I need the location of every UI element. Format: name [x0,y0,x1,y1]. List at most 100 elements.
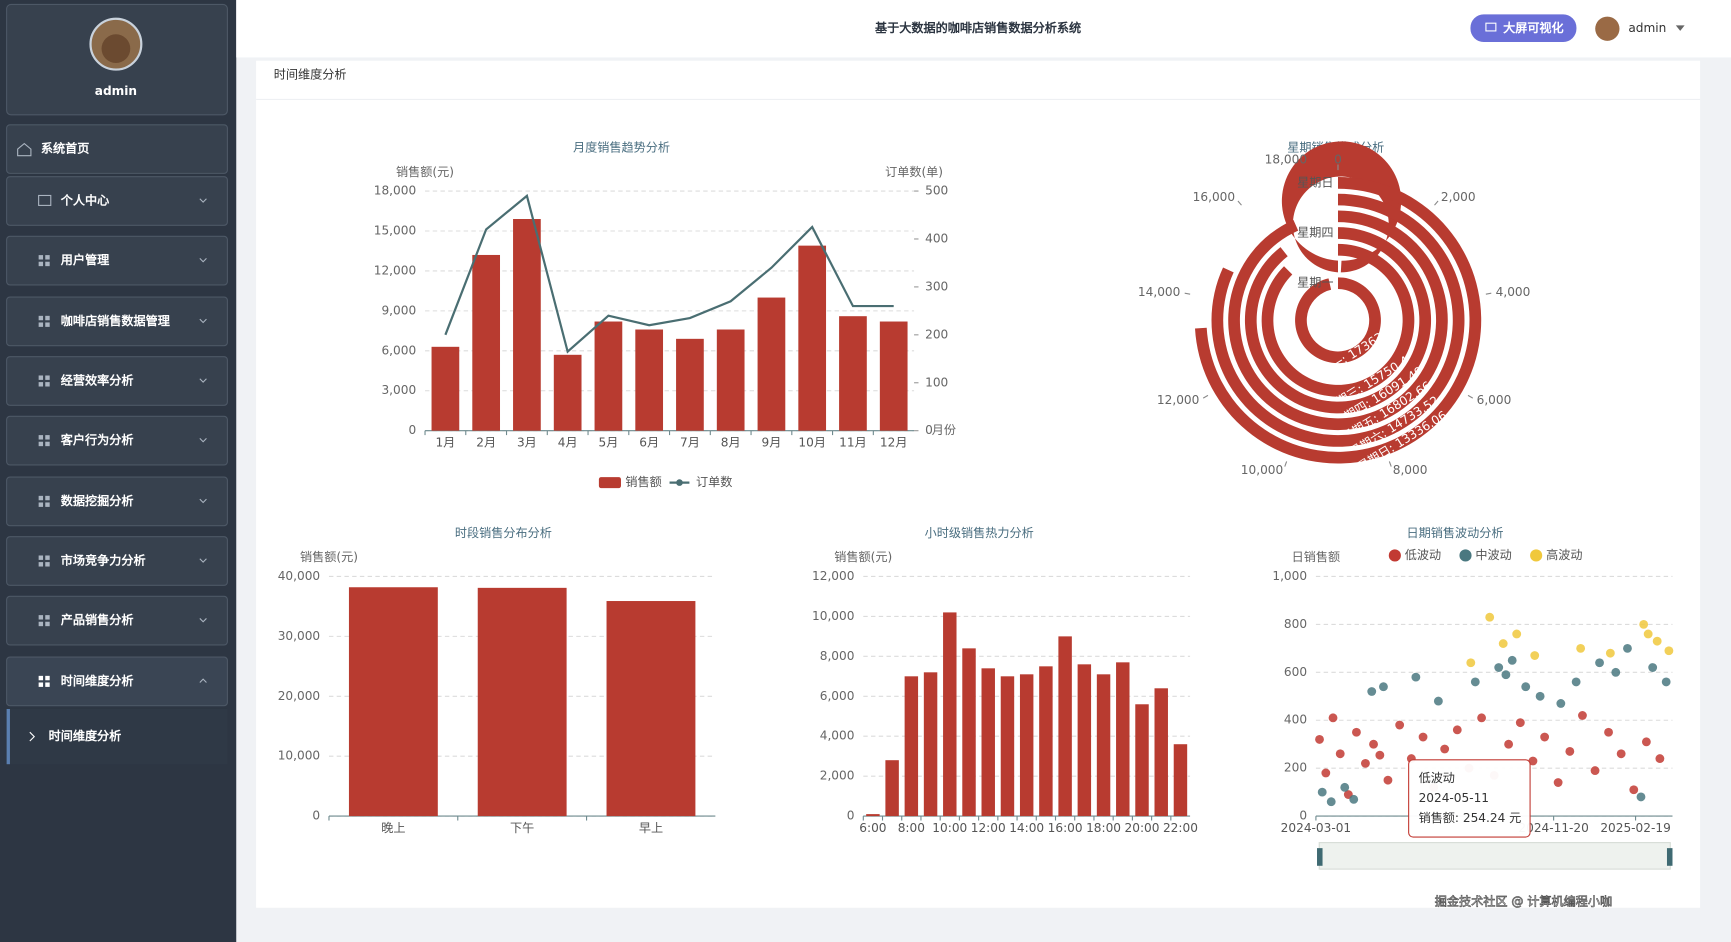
scatter-point[interactable] [1470,677,1480,687]
bar[interactable] [477,587,567,817]
scatter-point[interactable] [1655,754,1665,764]
scatter-point[interactable] [1664,646,1674,656]
scatter-point[interactable] [1652,636,1662,646]
scatter-point[interactable] [1321,768,1331,778]
menu-item[interactable] [6,415,228,466]
user-caret[interactable] [1675,25,1685,31]
scatter-point[interactable] [1595,658,1604,668]
scatter-point[interactable] [1418,732,1428,742]
scatter-point[interactable] [1375,750,1385,760]
scatter-point[interactable] [1521,682,1531,692]
zoom-handle[interactable] [1666,848,1673,866]
bar[interactable] [348,587,438,817]
bar[interactable] [962,648,976,817]
bar[interactable] [1135,704,1149,817]
menu-item[interactable] [6,656,228,707]
menu-label[interactable]: 市场竞争力分析 [61,553,146,568]
bar[interactable] [1096,674,1111,817]
scatter-point[interactable] [1578,711,1587,720]
scatter-point[interactable] [1540,732,1550,742]
scatter-point[interactable] [1494,663,1504,672]
legend-label[interactable]: 中波动 [1475,547,1511,562]
bar[interactable] [879,321,908,431]
bar[interactable] [866,814,880,817]
menu-label[interactable]: 个人中心 [60,192,110,207]
scatter-point[interactable] [1604,727,1613,737]
scatter-point[interactable] [1565,746,1575,756]
scatter-point[interactable] [1530,651,1540,660]
bar[interactable] [943,612,957,817]
scatter-point[interactable] [1379,682,1388,692]
menu-label[interactable]: 时间维度分析 [61,673,134,688]
scatter-point[interactable] [1315,735,1324,744]
bar[interactable] [594,321,623,431]
bar[interactable] [635,329,664,431]
scatter-point[interactable] [1507,655,1517,665]
menu-label[interactable]: 客户行为分析 [60,432,134,447]
scatter-point[interactable] [1605,648,1615,658]
menu-item[interactable] [6,235,228,286]
scatter-point[interactable] [1504,739,1514,749]
bar[interactable] [1039,666,1053,817]
scatter-point[interactable] [1648,663,1658,672]
bar[interactable] [553,354,582,431]
scatter-point[interactable] [1452,725,1462,735]
bar[interactable] [676,338,704,431]
scatter-point[interactable] [1661,677,1671,687]
scatter-point[interactable] [1383,775,1393,785]
scatter-point[interactable] [1485,612,1495,622]
menu-item[interactable] [6,176,228,226]
scatter-point[interactable] [1636,792,1646,802]
menu-label[interactable]: 数据挖掘分析 [61,493,134,508]
bar[interactable] [1154,688,1168,817]
menu-item[interactable] [6,124,228,174]
screen-button-label[interactable]: 大屏可视化 [1503,20,1564,35]
scatter-point[interactable] [1616,749,1626,759]
bar[interactable] [431,346,460,431]
menu-label[interactable]: 系统首页 [41,141,90,156]
scatter-point[interactable] [1571,677,1581,687]
bar[interactable] [839,316,867,431]
scatter-point[interactable] [1512,629,1522,639]
menu-label[interactable]: 产品销售分析 [61,612,134,627]
scatter-point[interactable] [1528,756,1538,766]
bar[interactable] [1000,676,1015,817]
bar[interactable] [716,329,745,431]
menu-label[interactable]: 咖啡店销售数据管理 [61,313,170,328]
scatter-point[interactable] [1326,797,1336,807]
menu-label[interactable]: 用户管理 [60,252,110,267]
bar[interactable] [798,245,827,431]
scatter-point[interactable] [1501,670,1511,680]
radial-bar[interactable] [1281,141,1402,273]
submenu-item[interactable] [6,708,228,765]
legend-label[interactable]: 订单数 [696,474,732,489]
bar[interactable] [1019,674,1034,817]
scatter-point[interactable] [1623,643,1632,653]
bar[interactable] [1173,744,1188,817]
scatter-point[interactable] [1629,785,1639,795]
bar[interactable] [513,219,541,431]
menu-item[interactable] [6,356,228,406]
scatter-point[interactable] [1440,744,1450,754]
scatter-point[interactable] [1466,658,1476,668]
scatter-point[interactable] [1335,749,1345,759]
menu-item[interactable] [6,476,228,527]
zoom-handle[interactable] [1317,848,1323,866]
scatter-point[interactable] [1317,787,1327,797]
scatter-point[interactable] [1515,718,1525,728]
scatter-point[interactable] [1361,758,1370,768]
bar[interactable] [923,672,938,817]
header-avatar[interactable] [1595,16,1620,41]
bar[interactable] [606,601,696,817]
bar[interactable] [981,668,995,817]
screen-button[interactable] [1470,14,1577,42]
scatter-point[interactable] [1352,727,1361,737]
legend-label[interactable]: 销售额 [625,474,661,489]
scatter-point[interactable] [1340,782,1350,792]
scatter-point[interactable] [1367,687,1377,696]
scatter-point[interactable] [1498,639,1508,648]
legend-label[interactable]: 高波动 [1546,547,1582,562]
legend-label[interactable]: 低波动 [1405,548,1441,562]
bar[interactable] [904,676,919,817]
scatter-point[interactable] [1611,667,1621,677]
